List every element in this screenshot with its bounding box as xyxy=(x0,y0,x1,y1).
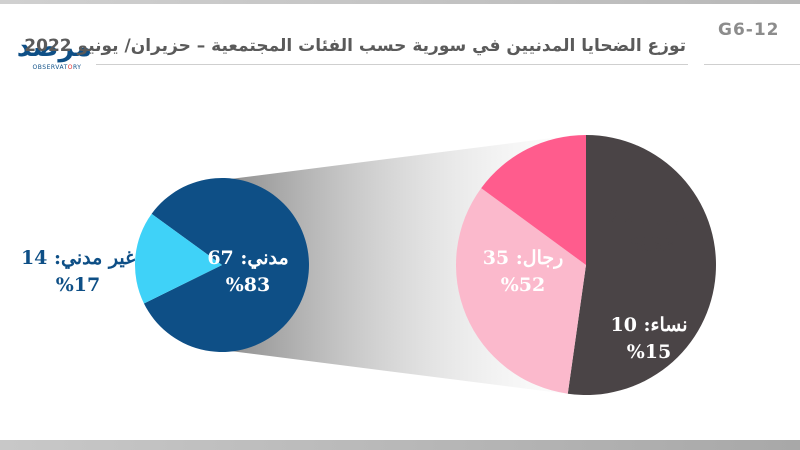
title-underline xyxy=(96,64,688,65)
pie-slice-children xyxy=(456,188,586,394)
logo-subtitle: OBSERVATORY xyxy=(26,64,88,71)
pie-slice-non_civilian xyxy=(134,213,222,304)
civilian-breakdown-pie xyxy=(456,135,717,395)
percent-label-women: %15 xyxy=(627,341,672,363)
percent-label-non_civilian: %17 xyxy=(56,274,101,296)
logo-sub-o: O xyxy=(67,64,73,71)
bottom-border xyxy=(0,440,800,450)
data-label-non_civilian: غير مدني: 14 xyxy=(21,247,135,270)
pie-slice-men xyxy=(567,135,717,395)
chart-code: G6-12 xyxy=(718,20,780,40)
data-label-children: أطفال: 22 xyxy=(608,204,698,229)
logo-sub-a: OBSERVAT xyxy=(32,64,68,71)
chart-title: توزع الضحايا المدنيين في سورية حسب الفئا… xyxy=(24,36,686,56)
top-border xyxy=(0,0,800,4)
civilian-pie xyxy=(134,178,309,352)
logo-sub-b: RY xyxy=(72,64,82,71)
percent-label-children: %33 xyxy=(631,234,676,256)
data-label-women: نساء: 10 xyxy=(610,314,687,336)
observatory-logo: مرصد OBSERVATORY xyxy=(12,18,94,72)
pie-slice-women xyxy=(481,135,586,265)
logo-text: مرصد xyxy=(16,32,94,63)
percent-label-men: %52 xyxy=(501,274,546,296)
percent-label-civilian: %83 xyxy=(226,274,271,296)
data-labels: مدني: 67 %83 غير مدني: 14 %17 رجال: 35 %52 أطف… xyxy=(21,204,698,363)
code-underline xyxy=(704,64,800,65)
data-label-civilian: مدني: 67 xyxy=(207,247,288,270)
data-label-men: رجال: 35 xyxy=(483,247,564,269)
pie-slice-civilian xyxy=(143,178,309,352)
